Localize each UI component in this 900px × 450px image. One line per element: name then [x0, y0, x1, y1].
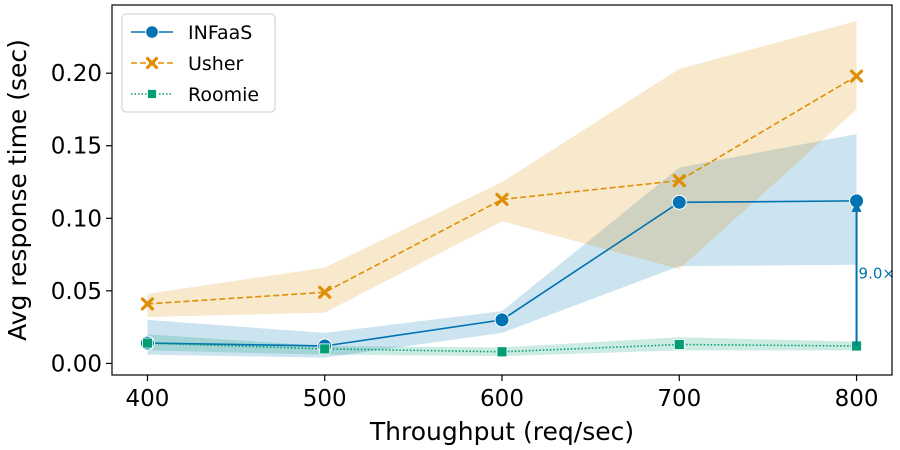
data-point-roomie-600	[496, 346, 508, 358]
x-axis-label: Throughput (req/sec)	[369, 417, 634, 446]
ci-band-usher	[147, 20, 857, 317]
y-tick-label: 0.00	[51, 351, 102, 377]
data-point-usher-400	[140, 297, 155, 311]
data-point-roomie-400	[142, 337, 153, 349]
legend-box	[121, 13, 276, 113]
legend-label-roomie: Roomie	[188, 84, 259, 106]
y-axis-label: Avg response time (sec)	[3, 39, 32, 341]
y-tick-label: 0.10	[51, 206, 102, 232]
y-tick-label: 0.05	[51, 279, 102, 305]
ci-band-infaas	[147, 134, 857, 358]
y-tick-label: 0.20	[51, 61, 102, 87]
data-point-roomie-700	[673, 339, 685, 350]
data-point-infaas-700	[671, 194, 687, 210]
data-point-usher-600	[495, 192, 509, 207]
data-point-usher-800	[849, 69, 864, 83]
data-point-infaas-600	[494, 312, 510, 328]
x-tick-label: 700	[657, 386, 701, 412]
data-point-roomie-500	[319, 343, 331, 355]
legend-label-infaas: INFaaS	[188, 22, 252, 44]
x-tick-label: 800	[835, 386, 879, 412]
x-tick-label: 600	[480, 386, 524, 412]
legend-marker-roomie	[147, 89, 157, 99]
x-tick-label: 500	[303, 386, 347, 412]
x-tick-label: 400	[126, 386, 170, 412]
y-tick-label: 0.15	[51, 134, 102, 160]
legend-label-usher: Usher	[188, 53, 244, 75]
legend-marker-infaas	[145, 25, 159, 39]
data-point-usher-700	[672, 173, 686, 188]
series-line-usher	[147, 75, 857, 305]
annotation-label: 9.0×	[859, 264, 895, 282]
legend-marker-usher	[145, 56, 159, 70]
annotation-arrow-head	[851, 201, 862, 212]
legend: INFaaS Usher Roomie	[121, 13, 276, 113]
data-point-usher-500	[318, 285, 332, 299]
